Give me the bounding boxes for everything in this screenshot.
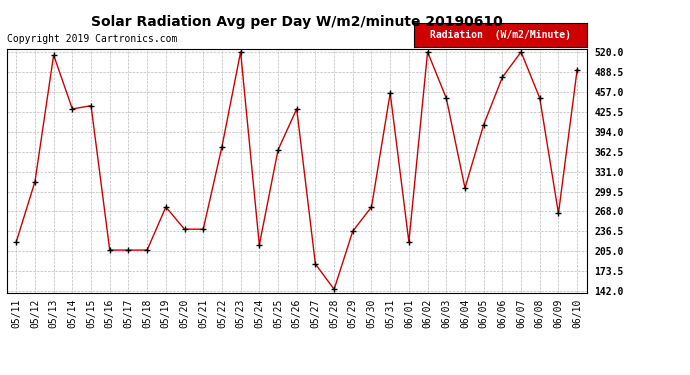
Text: Radiation  (W/m2/Minute): Radiation (W/m2/Minute) — [430, 30, 571, 40]
Text: Copyright 2019 Cartronics.com: Copyright 2019 Cartronics.com — [7, 34, 177, 44]
Text: Solar Radiation Avg per Day W/m2/minute 20190610: Solar Radiation Avg per Day W/m2/minute … — [91, 15, 502, 29]
